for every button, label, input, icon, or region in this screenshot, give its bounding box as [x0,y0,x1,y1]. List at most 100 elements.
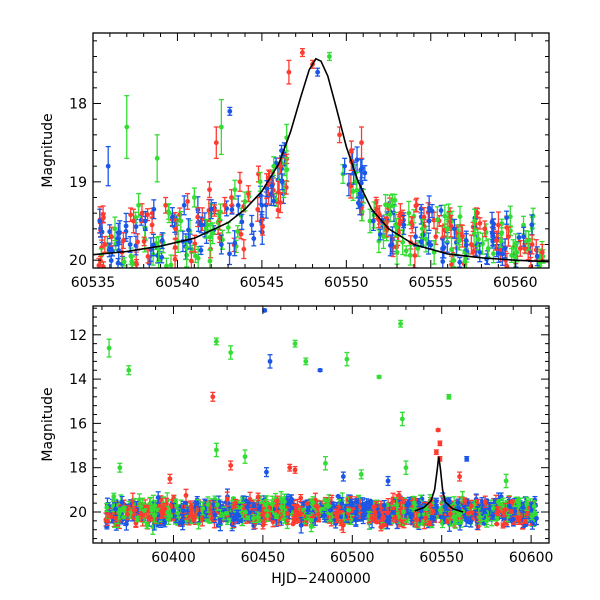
data-point [421,214,427,220]
data-point [149,222,155,228]
data-point [400,239,406,245]
data-point [218,242,224,247]
data-point [251,236,257,241]
red-point [286,59,292,85]
data-point [521,234,527,240]
data-point [135,239,141,245]
data-point [485,246,491,251]
data-point [457,214,463,219]
data-point [407,252,413,258]
cluster-point [238,229,244,240]
data-point [97,218,103,224]
red-point [494,230,500,251]
data-point [112,226,118,232]
data-point [429,208,435,214]
data-point [475,236,481,242]
green-point [406,200,412,226]
y-axis-label: Magnitude [40,113,56,187]
x-tick-label: 60560 [493,275,538,291]
cluster-point [198,245,204,256]
blue-point [463,230,469,251]
data-point [381,234,386,240]
x-tick-label: 60540 [155,275,200,291]
data-point [159,254,165,260]
data-point [348,183,354,189]
data-point [207,187,212,193]
data-point [337,132,342,138]
green-point [445,218,451,239]
data-point [413,234,418,240]
band-point [183,488,189,503]
data-point [127,242,133,247]
data-point [409,222,415,228]
cluster-point [489,211,495,233]
data-point [124,124,130,130]
data-point [394,224,400,230]
green-point [431,239,437,265]
blue-point [279,173,285,191]
data-point [138,217,144,223]
data-point [269,183,275,189]
cluster-point [210,222,216,245]
blue-point [389,234,395,255]
data-point [406,210,412,216]
data-point [186,227,191,233]
data-point [480,241,485,247]
data-point [227,108,233,114]
data-point [394,249,400,255]
data-point [494,238,500,243]
data-point [255,207,261,212]
cluster-point [168,254,174,268]
data-point [374,206,380,212]
data-point [514,249,520,255]
green-point [326,51,332,62]
cluster-point [504,210,510,225]
cluster-point [129,256,135,268]
data-point [96,263,102,268]
data-point [121,259,127,265]
cluster-point [235,225,241,238]
data-point [227,251,232,257]
data-point [440,246,445,251]
data-point [275,207,281,213]
green-point [203,218,209,239]
blue-point [115,222,121,243]
data-point [237,179,243,185]
green-point [218,98,224,156]
green-point [232,179,238,200]
data-point [264,186,270,192]
red-point [131,208,137,234]
data-point [239,219,245,225]
data-point [173,226,179,232]
data-point [105,163,111,169]
data-point [512,254,518,260]
blue-point [227,106,233,116]
cluster-point [128,207,134,223]
data-point [412,253,418,258]
data-point [392,197,398,203]
data-point [166,210,172,216]
data-point [238,231,244,237]
data-point [133,260,139,266]
data-point [142,218,148,224]
red-point [207,181,213,199]
data-point [401,222,407,228]
cluster-point [133,211,139,224]
data-point [213,140,219,146]
green-point [499,222,505,243]
red-point [237,171,243,192]
data-point [145,212,150,218]
data-point [529,242,535,247]
data-point [350,189,356,194]
bottom-panel: 60400 60450 60500 60550 606001214161820Magni… [40,305,553,587]
x-tick-label: 60545 [240,275,285,291]
data-point [249,222,255,228]
data-point [477,220,483,226]
data-point [389,242,395,247]
cluster-point [108,249,114,268]
data-point [278,163,283,169]
blue-point [151,199,157,220]
data-point [440,259,446,264]
data-point [438,208,444,213]
cluster-point [284,123,290,152]
